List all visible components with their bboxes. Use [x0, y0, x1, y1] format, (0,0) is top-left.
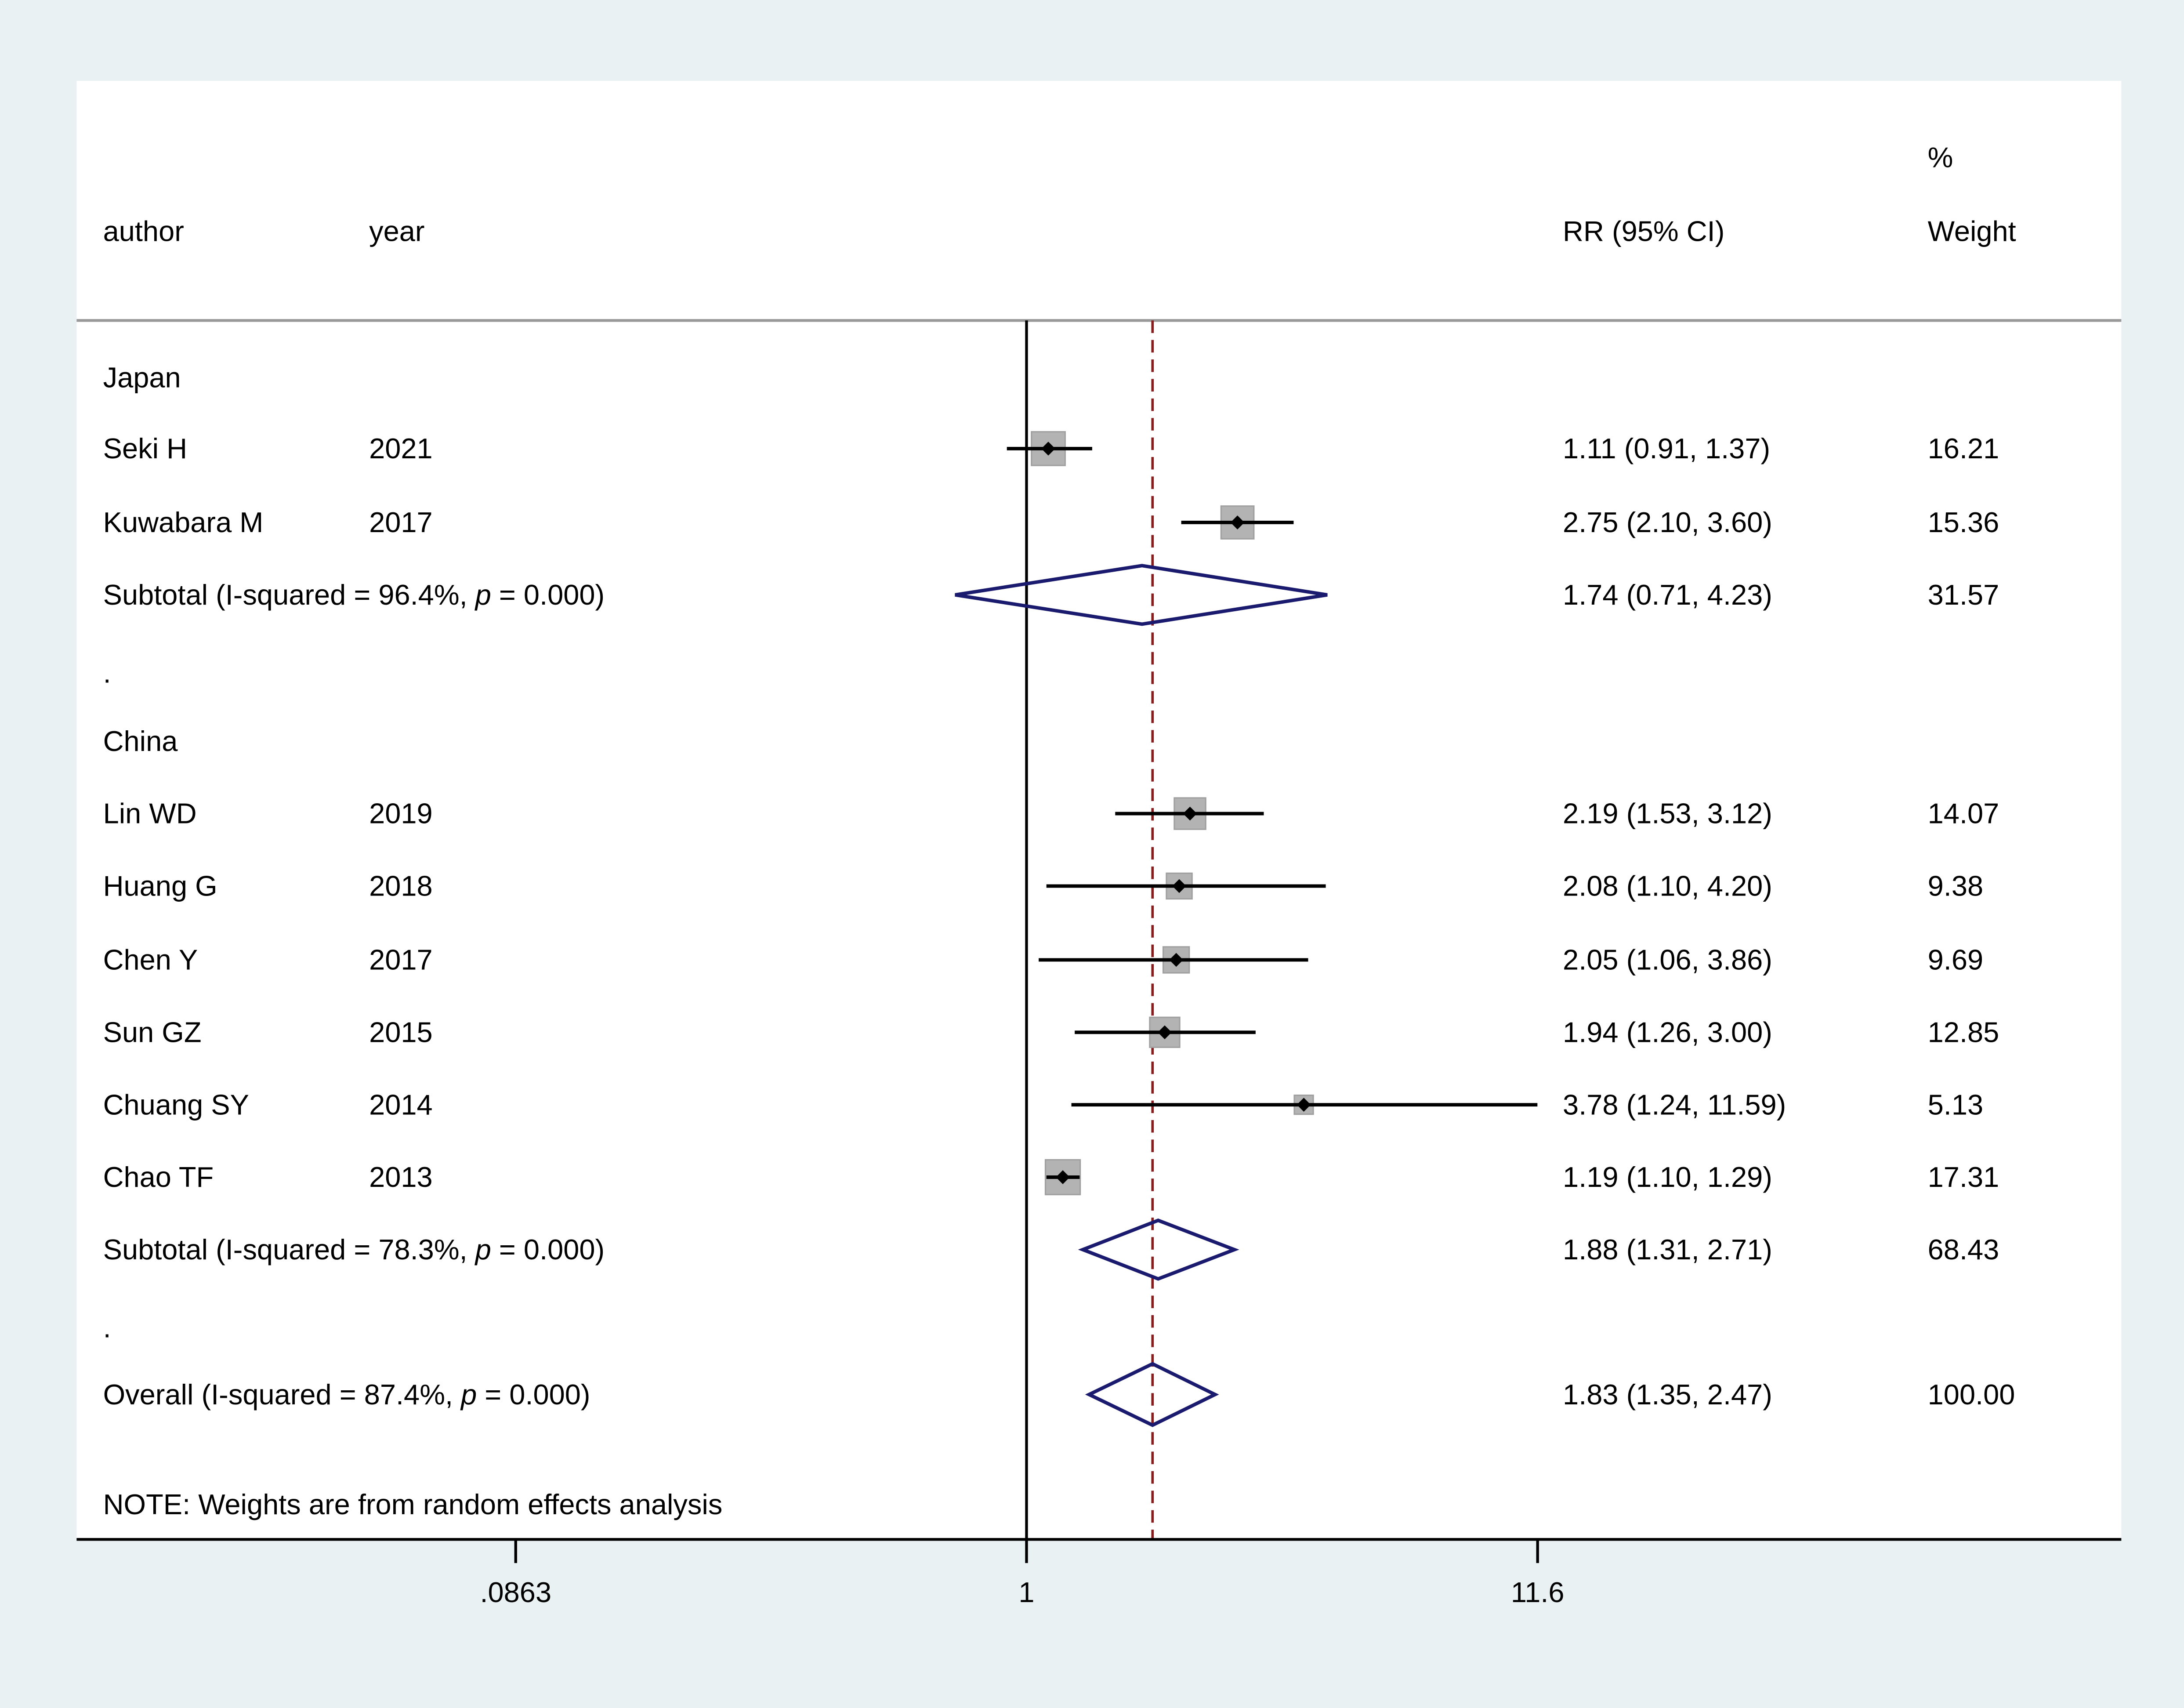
study-year: 2018 [369, 870, 433, 902]
effect-ci-text: 2.08 (1.10, 4.20) [1563, 870, 1772, 902]
effect-ci-text: 1.19 (1.10, 1.29) [1563, 1161, 1772, 1193]
weight-text: 9.38 [1928, 870, 1983, 902]
study-author: Chen Y [103, 944, 198, 976]
spacer-dot: . [103, 1312, 111, 1344]
header-estimate: RR (95% CI) [1563, 215, 1724, 247]
subtotal-label: Subtotal (I-squared = 96.4%, p = 0.000) [103, 579, 605, 611]
study-year: 2014 [369, 1088, 433, 1121]
point-estimate [1169, 953, 1184, 967]
study-year: 2017 [369, 506, 433, 538]
subtotal-diamond [955, 564, 1328, 626]
study-year: 2017 [369, 944, 433, 976]
study-author: Lin WD [103, 798, 197, 830]
effect-ci-text: 1.11 (0.91, 1.37) [1563, 432, 1770, 464]
header-weight: Weight [1928, 215, 2016, 247]
point-estimate [1056, 1170, 1070, 1184]
x-tick-label: 1 [1018, 1576, 1034, 1608]
group-label: China [103, 725, 178, 757]
subtotal-diamond [1078, 1218, 1239, 1281]
study-author: Kuwabara M [103, 506, 264, 538]
effect-ci-text: 1.74 (0.71, 4.23) [1563, 579, 1772, 611]
weight-text: 12.85 [1928, 1016, 1999, 1048]
overall-label: Overall (I-squared = 87.4%, p = 0.000) [103, 1378, 590, 1411]
study-author: Sun GZ [103, 1016, 202, 1048]
study-year: 2019 [369, 798, 433, 830]
study-year: 2013 [369, 1161, 433, 1193]
effect-ci-text: 3.78 (1.24, 11.59) [1563, 1088, 1786, 1121]
study-year: 2021 [369, 432, 433, 464]
weight-text: 68.43 [1928, 1233, 1999, 1266]
weight-text: 100.00 [1928, 1378, 2015, 1411]
header-year: year [369, 215, 424, 247]
weight-text: 14.07 [1928, 798, 1999, 830]
overall-diamond [1085, 1362, 1219, 1427]
effect-ci-text: 2.75 (2.10, 3.60) [1563, 506, 1772, 538]
point-estimate [1230, 515, 1245, 529]
x-tick-label: .0863 [480, 1576, 551, 1608]
study-author: Seki H [103, 432, 187, 464]
effect-ci-text: 1.94 (1.26, 3.00) [1563, 1016, 1772, 1048]
group-label: Japan [103, 361, 181, 393]
weight-text: 31.57 [1928, 579, 1999, 611]
study-author: Huang G [103, 870, 217, 902]
header-author: author [103, 215, 184, 247]
effect-ci-text: 1.88 (1.31, 2.71) [1563, 1233, 1772, 1266]
weight-text: 17.31 [1928, 1161, 1999, 1193]
weight-text: 9.69 [1928, 944, 1983, 976]
weight-text: 16.21 [1928, 432, 1999, 464]
effect-ci-text: 1.83 (1.35, 2.47) [1563, 1378, 1772, 1411]
effect-ci-text: 2.05 (1.06, 3.86) [1563, 944, 1772, 976]
weight-text: 5.13 [1928, 1088, 1983, 1121]
study-year: 2015 [369, 1016, 433, 1048]
note: NOTE: Weights are from random effects an… [103, 1488, 723, 1520]
study-author: Chao TF [103, 1161, 214, 1193]
weight-text: 15.36 [1928, 506, 1999, 538]
study-author: Chuang SY [103, 1088, 249, 1121]
subtotal-label: Subtotal (I-squared = 78.3%, p = 0.000) [103, 1233, 605, 1266]
point-estimate [1183, 806, 1197, 821]
effect-ci-text: 2.19 (1.53, 3.12) [1563, 798, 1772, 830]
plot-panel [76, 80, 2122, 1541]
x-tick-label: 11.6 [1511, 1576, 1565, 1608]
point-estimate [1172, 879, 1186, 893]
header-weight-percent: % [1928, 141, 1953, 174]
spacer-dot: . [103, 657, 111, 689]
point-estimate [1297, 1098, 1311, 1112]
point-estimate [1041, 442, 1055, 456]
